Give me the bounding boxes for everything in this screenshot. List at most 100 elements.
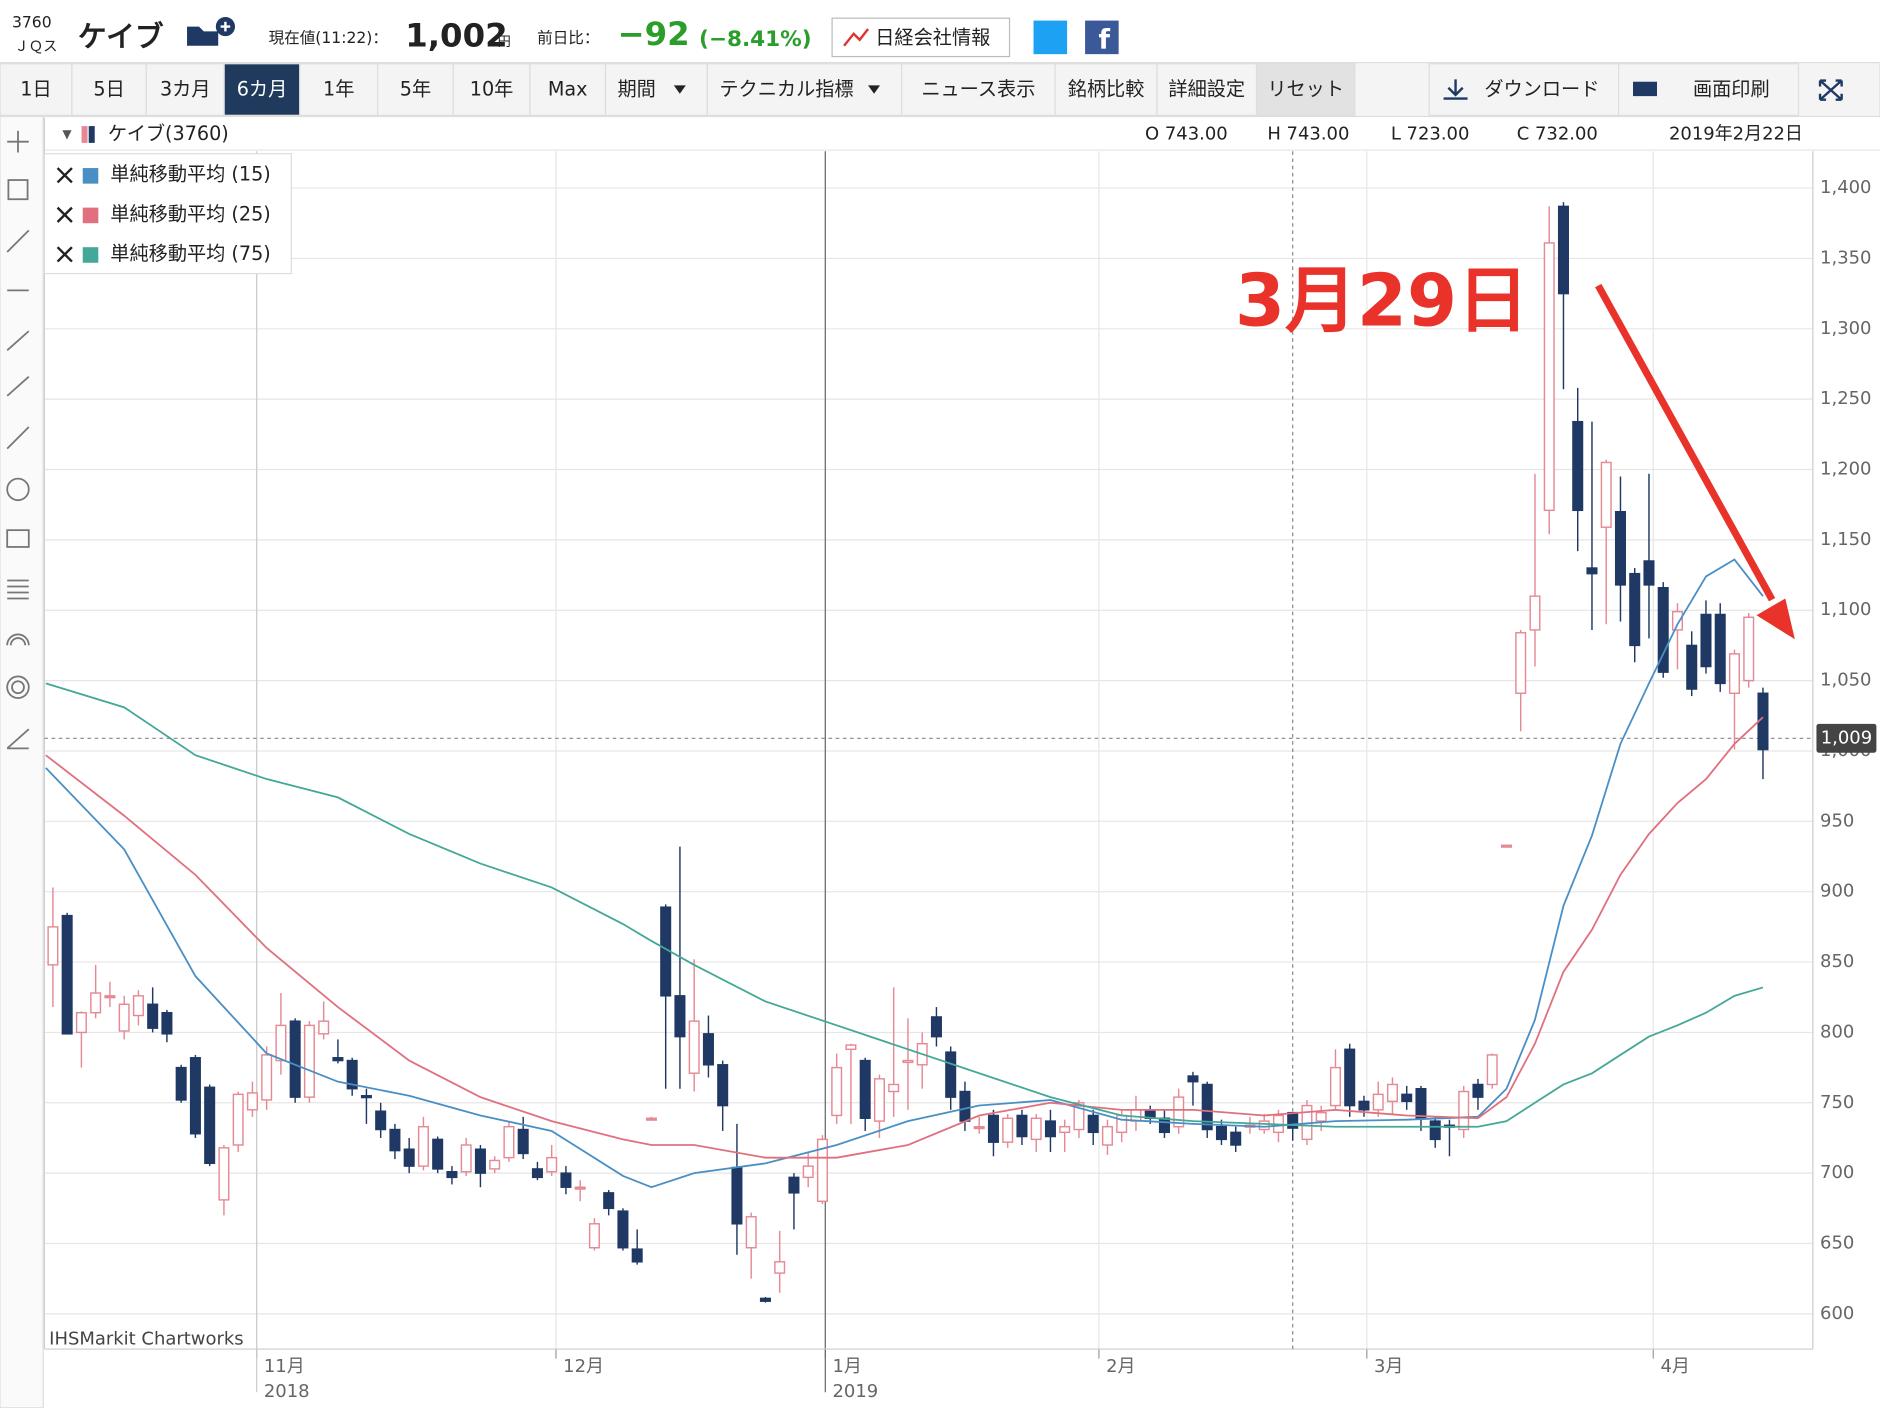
y-tick-label: 650	[1820, 1233, 1854, 1254]
candle-body	[802, 1165, 814, 1179]
candle-body	[1614, 511, 1626, 586]
y-tick-label: 900	[1820, 881, 1854, 902]
candle-body	[90, 992, 102, 1014]
toolbar-label: テクニカル指標	[719, 78, 853, 101]
candle-body	[1557, 205, 1569, 295]
dropdown-arrow	[868, 85, 881, 94]
toolbar-label: 詳細設定	[1168, 78, 1245, 101]
legend-remove[interactable]	[56, 167, 73, 184]
toolbar-label: 銘柄比較	[1068, 78, 1145, 101]
candle-body	[318, 1020, 330, 1035]
candle-body	[774, 1261, 786, 1274]
drawing-tools[interactable]	[6, 130, 30, 750]
candle-body	[104, 995, 116, 999]
twitter-button[interactable]	[1033, 20, 1068, 55]
toolbar-button[interactable]	[529, 63, 607, 116]
candle-body	[47, 926, 59, 966]
toolbar-button[interactable]	[1054, 63, 1158, 116]
chart-title: ケイブ(3760)	[108, 122, 229, 145]
candle-body	[1600, 461, 1612, 528]
candle-body	[902, 1059, 914, 1064]
toolbar-button[interactable]	[71, 63, 147, 116]
candle-body	[788, 1176, 800, 1194]
candle-body	[1173, 1096, 1185, 1128]
candle-body	[603, 1192, 615, 1210]
ohlc-header: O 743.00	[1145, 123, 1228, 144]
legend-label: 単純移動平均 (15)	[110, 163, 270, 186]
facebook-glyph: f	[1099, 25, 1111, 55]
ohlc-header: C 732.00	[1517, 123, 1598, 144]
facebook-button[interactable]	[1085, 20, 1119, 55]
candle-body	[945, 1051, 957, 1098]
toolbar-label: 3カ月	[160, 78, 211, 101]
legend-remove[interactable]	[56, 206, 73, 223]
y-tick-label: 700	[1820, 1162, 1854, 1183]
x-tick-label: 1月	[832, 1356, 861, 1377]
candle-body	[75, 1011, 87, 1034]
candle-body	[1187, 1075, 1199, 1083]
toolbar-button[interactable]	[1255, 63, 1356, 116]
legend-label: 単純移動平均 (25)	[110, 202, 270, 225]
candle-body	[1030, 1117, 1042, 1141]
toolbar-button[interactable]	[0, 63, 73, 116]
candle-body	[403, 1148, 415, 1167]
title-icon	[81, 126, 88, 143]
toolbar-button[interactable]	[706, 63, 903, 116]
candle-body	[375, 1110, 387, 1131]
candle-body	[702, 1033, 714, 1066]
candle-body	[1714, 613, 1726, 685]
candle-body	[132, 995, 144, 1017]
candle-body	[973, 1125, 985, 1130]
candle-body	[688, 1020, 700, 1074]
code: 3760	[12, 13, 52, 31]
candle-body	[1728, 653, 1740, 694]
folder-icon[interactable]	[187, 16, 235, 46]
candle-body	[731, 1166, 743, 1225]
legend-swatch	[82, 207, 99, 224]
toolbar-button[interactable]	[901, 63, 1056, 116]
y-tick-label: 1,200	[1820, 459, 1871, 480]
legend-label: 単純移動平均 (75)	[110, 242, 270, 265]
candle-body	[1657, 587, 1669, 673]
toolbar-label: 5年	[400, 78, 431, 101]
toolbar-button[interactable]	[1156, 63, 1258, 116]
toolbar-button[interactable]	[377, 63, 454, 116]
toolbar-label: 1日	[20, 78, 51, 101]
candle-body	[1486, 1054, 1498, 1086]
print-icon	[1633, 81, 1657, 97]
toolbar-button[interactable]	[145, 63, 225, 116]
annotation: 3月29日	[1235, 258, 1529, 342]
y-tick-label: 1,250	[1820, 388, 1871, 409]
year-label: 2018	[264, 1381, 310, 1402]
legend-swatch	[82, 168, 99, 184]
price: 1,002	[405, 16, 507, 54]
candle-body	[289, 1020, 301, 1098]
info-icon	[843, 28, 870, 47]
print-label: 画面印刷	[1693, 78, 1770, 101]
candle-body	[432, 1138, 444, 1170]
candle-body	[546, 1156, 558, 1173]
candle-body	[417, 1125, 429, 1167]
candle-body	[1158, 1117, 1170, 1134]
candle-body	[460, 1144, 472, 1173]
toolbar-label: Max	[548, 78, 588, 101]
toolbar-button[interactable]	[604, 63, 708, 116]
market: ＪＱス	[14, 39, 57, 55]
y-tick-label: 1,350	[1820, 247, 1871, 268]
candle-body	[218, 1147, 230, 1201]
candle-body	[175, 1066, 187, 1101]
candle-body	[617, 1210, 629, 1249]
candle-body	[717, 1064, 729, 1107]
candle-body	[560, 1172, 572, 1188]
toolbar-label: ニュース表示	[921, 78, 1035, 101]
watermark: IHSMarkit Chartworks	[49, 1328, 244, 1349]
candle-body	[531, 1168, 543, 1179]
candle-body	[1215, 1125, 1227, 1141]
candle-body	[873, 1078, 885, 1122]
candle-body	[1515, 632, 1527, 694]
candle-body	[346, 1059, 358, 1090]
candle-body	[574, 1186, 586, 1190]
candle-body	[1386, 1083, 1398, 1103]
legend-remove[interactable]	[56, 246, 73, 263]
dropdown-arrow	[673, 85, 686, 94]
